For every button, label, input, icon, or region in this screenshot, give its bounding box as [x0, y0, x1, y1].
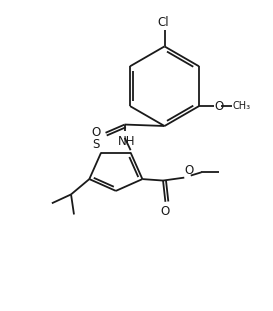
Text: S: S: [92, 138, 100, 151]
Text: O: O: [91, 126, 100, 139]
Text: O: O: [185, 164, 194, 177]
Text: NH: NH: [117, 135, 135, 148]
Text: CH₃: CH₃: [233, 101, 251, 111]
Text: Cl: Cl: [157, 16, 169, 29]
Text: O: O: [161, 205, 170, 218]
Text: O: O: [215, 100, 224, 113]
